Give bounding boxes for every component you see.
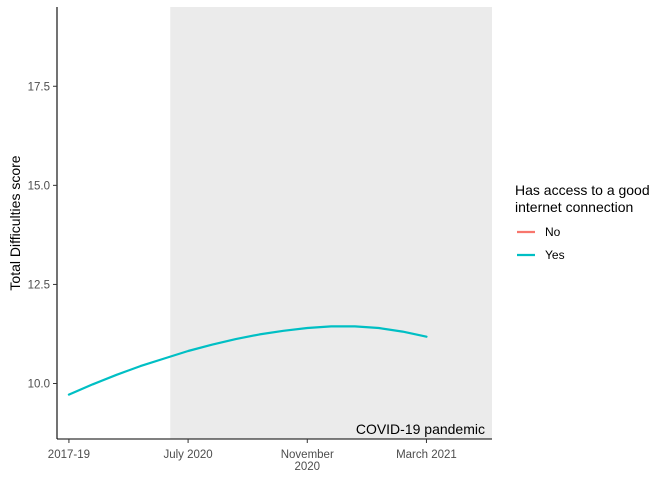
legend: Has access to a good internet connection N… (515, 182, 650, 262)
x-tick-label-line: March 2021 (396, 449, 457, 461)
pandemic-annotation: COVID-19 pandemic (356, 421, 485, 437)
axes: 10.0 12.5 15.0 17.5 2017-19 July 2020 November… (28, 7, 492, 473)
legend-title-line: internet connection (515, 199, 633, 215)
pandemic-shaded-region-layer (170, 7, 492, 439)
y-axis-title: Total Difficulties score (7, 155, 23, 290)
x-tick-label: March 2021 (396, 449, 457, 461)
series-layer (67, 325, 428, 396)
legend-title-line: Has access to a good (515, 182, 650, 198)
y-tick-label: 10.0 (28, 379, 50, 391)
x-tick-label-line: November (281, 449, 334, 461)
legend-title: Has access to a good internet connection (515, 182, 650, 215)
pandemic-shaded-region (170, 7, 492, 439)
y-tick-label: 17.5 (28, 81, 50, 93)
y-tick-label: 12.5 (28, 279, 50, 291)
legend-item-no: No (517, 225, 561, 239)
legend-item-yes: Yes (517, 248, 565, 262)
x-tick-label: November 2020 (281, 449, 334, 473)
x-tick-label-line: 2017-19 (48, 449, 90, 461)
x-tick-label: 2017-19 (48, 449, 90, 461)
legend-label-no: No (545, 225, 561, 239)
x-tick-label-line: July 2020 (163, 449, 212, 461)
x-tick-label-line: 2020 (294, 461, 320, 473)
series-line-yes (67, 325, 428, 396)
x-tick-label: July 2020 (163, 449, 212, 461)
legend-label-yes: Yes (545, 248, 565, 262)
y-tick-label: 15.0 (28, 180, 50, 192)
